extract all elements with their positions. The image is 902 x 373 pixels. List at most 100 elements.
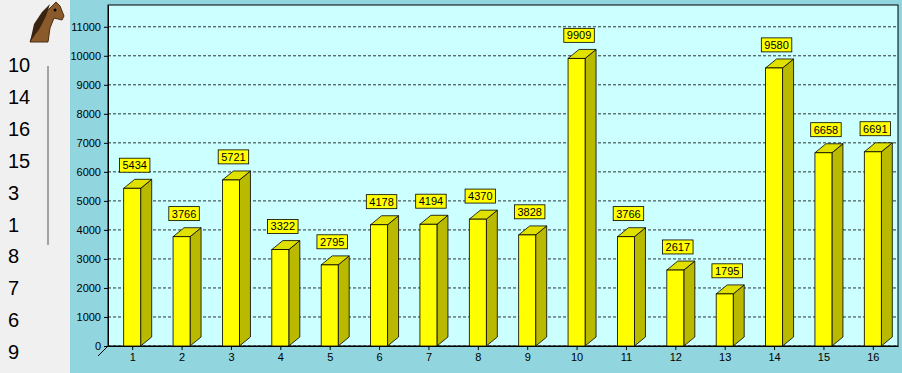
bar [568, 49, 596, 346]
bar [173, 228, 201, 346]
x-tick: 15 [818, 346, 830, 363]
data-label-box [712, 264, 742, 278]
x-tick-label: 2 [179, 351, 185, 363]
x-tick-label: 5 [327, 351, 333, 363]
y-tick-mark [104, 230, 108, 231]
x-tick-mark [725, 346, 726, 350]
data-label: 2795 [317, 235, 347, 249]
bar [272, 241, 300, 346]
bar-top [222, 171, 250, 180]
x-tick: 7 [426, 346, 432, 363]
y-tick-mark [104, 201, 108, 202]
data-label: 3828 [514, 205, 544, 219]
data-label-text: 6691 [863, 123, 887, 135]
data-label-box [663, 240, 693, 254]
y-tick-label: 9000 [77, 79, 101, 91]
y-tick-label: 4000 [77, 224, 101, 236]
bar [864, 143, 892, 346]
data-label: 3766 [613, 207, 643, 221]
bar [667, 261, 695, 346]
x-tick: 3 [228, 346, 234, 363]
bar-side [338, 256, 349, 346]
ranking-item: 15 [8, 150, 30, 172]
bar-side [239, 171, 250, 346]
data-label: 5434 [119, 158, 149, 172]
data-label-text: 4178 [369, 196, 393, 208]
bar-front [222, 180, 239, 346]
y-axis: 0100020003000400050006000700080009000100… [70, 6, 108, 353]
ranking-item: 6 [8, 309, 19, 331]
bar-side [832, 144, 843, 346]
bar [371, 216, 399, 346]
ranking-list: 10141615318769 [8, 54, 30, 363]
x-tick-mark [478, 346, 479, 350]
y-tick: 10000 [70, 50, 108, 62]
data-label: 2617 [663, 240, 693, 254]
x-tick: 4 [278, 346, 284, 363]
ranking-item: 1 [8, 214, 19, 236]
chart-bg [70, 0, 902, 373]
bar-front [667, 270, 684, 346]
data-label-box [119, 158, 149, 172]
bar-top [469, 210, 497, 219]
bar-top [173, 228, 201, 237]
bar-top [420, 215, 448, 224]
data-label-text: 2795 [320, 236, 344, 248]
y-tick-mark [104, 172, 108, 173]
y-tick-label: 6000 [77, 166, 101, 178]
x-tick-label: 3 [228, 351, 234, 363]
y-tick-label: 2000 [77, 282, 101, 294]
grid-line [108, 26, 898, 27]
ranking-item: 7 [8, 277, 19, 299]
y-tick: 4000 [77, 224, 108, 236]
data-label-box [465, 189, 495, 203]
ranking-item: 8 [8, 245, 19, 267]
y-tick-mark [104, 259, 108, 260]
bar-top [667, 261, 695, 270]
data-label: 9909 [564, 28, 594, 42]
bar-top [124, 179, 152, 188]
horse-mane [30, 4, 50, 42]
bar [617, 228, 645, 346]
x-tick-mark [774, 346, 775, 350]
y-tick: 3000 [77, 253, 108, 265]
x-tick: 8 [475, 346, 481, 363]
y-tick: 11000 [71, 21, 108, 33]
y-tick-mark [104, 114, 108, 115]
ranking-item: 3 [8, 182, 19, 204]
x-tick: 16 [867, 346, 879, 363]
data-label-text: 1795 [715, 265, 739, 277]
horse-icon [30, 2, 64, 42]
bar-top [568, 49, 596, 58]
grid-line [108, 55, 898, 56]
bar-side [881, 143, 892, 346]
bar-top [716, 285, 744, 294]
grid [108, 27, 898, 346]
bar-front [173, 237, 190, 346]
bar [222, 171, 250, 346]
y-tick: 7000 [77, 137, 108, 149]
x-tick: 9 [525, 346, 531, 363]
bar [519, 226, 547, 346]
bar-side [536, 226, 547, 346]
data-label: 1795 [712, 264, 742, 278]
y-tick-label: 5000 [77, 195, 101, 207]
x-axis: 12345678910111213141516 [109, 346, 899, 363]
bar [815, 144, 843, 346]
y-tick-mark [104, 317, 108, 318]
data-label-box [613, 207, 643, 221]
x-tick-mark [675, 346, 676, 350]
data-label-text: 3766 [172, 208, 196, 220]
bar-side [486, 210, 497, 346]
y-tick-mark [104, 346, 108, 347]
x-tick-mark [182, 346, 183, 350]
bar [469, 210, 497, 346]
bar-top [321, 256, 349, 265]
x-tick-mark [577, 346, 578, 350]
data-label-text: 9909 [567, 29, 591, 41]
x-tick-label: 8 [475, 351, 481, 363]
data-label: 4194 [416, 194, 446, 208]
data-label-box [860, 122, 890, 136]
x-tick-label: 1 [130, 351, 136, 363]
bar-front [371, 225, 388, 346]
